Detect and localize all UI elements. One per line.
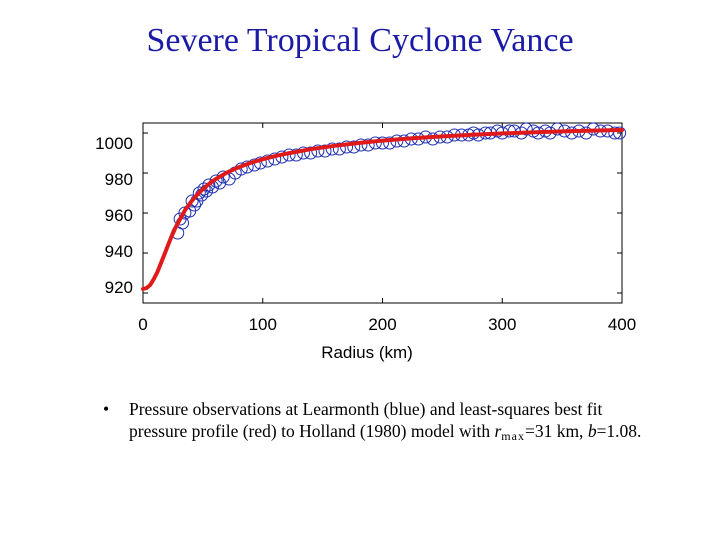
observation-point [289, 148, 303, 162]
observation-point [197, 182, 211, 196]
observation-point [332, 142, 346, 156]
caption-bullet: • Pressure observations at Learmonth (bl… [103, 398, 663, 447]
x-axis-label: Radius (km) [321, 343, 413, 362]
rmax-subscript: max [501, 429, 525, 443]
caption-part1: Pressure observations at Learmonth (blue… [129, 399, 603, 441]
observation-point [347, 140, 361, 154]
caption-text: Pressure observations at Learmonth (blue… [129, 398, 663, 447]
observation-point [192, 186, 206, 200]
observation-point [613, 126, 627, 140]
y-tick-label-1000: 1000 [95, 134, 133, 153]
y-tick-label-960: 960 [105, 206, 133, 225]
b-symbol: b [587, 421, 597, 441]
observation-point [185, 194, 199, 208]
x-tick-label-0: 0 [138, 315, 147, 334]
observation-point [202, 178, 216, 192]
x-tick-label-200: 200 [368, 315, 396, 334]
y-tick-label-980: 980 [105, 170, 133, 189]
observation-point [361, 138, 375, 152]
y-tick-label-940: 940 [105, 242, 133, 261]
observation-point [318, 144, 332, 158]
plot-frame [142, 122, 623, 304]
observation-point [608, 126, 622, 140]
x-tick-label-400: 400 [608, 315, 636, 334]
rmax-symbol: r [494, 421, 502, 441]
observation-point [550, 122, 564, 136]
caption-part3: =1.08. [596, 421, 642, 441]
fit-line [141, 128, 624, 291]
axis-ticks [142, 123, 623, 303]
x-tick-label-100: 100 [249, 315, 277, 334]
observation-point [519, 122, 533, 136]
y-tick-label-920: 920 [105, 278, 133, 297]
caption-part2: =31 km, [524, 421, 588, 441]
observation-point [304, 146, 318, 160]
observation-point [383, 136, 397, 150]
slide-title: Severe Tropical Cyclone Vance [146, 22, 574, 59]
observation-point [579, 126, 593, 140]
x-tick-label-300: 300 [488, 315, 516, 334]
bullet-glyph: • [103, 399, 110, 419]
